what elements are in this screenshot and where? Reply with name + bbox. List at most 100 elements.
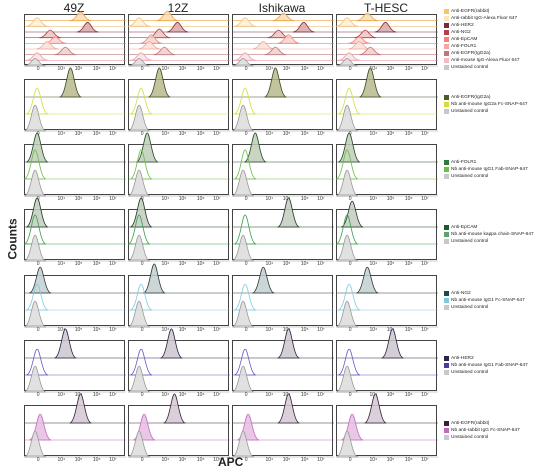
histogram-curve (156, 10, 179, 22)
x-tick-label: 10⁷ (213, 327, 221, 333)
histogram-plot (335, 328, 438, 393)
histogram-curve (23, 365, 47, 393)
x-tick-label: 10⁶ (404, 196, 413, 202)
x-tick-label: 10⁵ (386, 392, 395, 398)
legend-item: Anti-EGFR(IgG2a) (444, 94, 549, 101)
x-tick-label: 10⁴ (265, 196, 274, 202)
x-tick-labels: 0 10⁴ 10⁵ 10⁶ 10⁷ (128, 131, 229, 139)
legend-label: Nb anti-mouse IgG2a Fc-SNAP-647 (451, 102, 528, 107)
histogram-curve (128, 58, 151, 67)
legend-item: Unstained control (444, 238, 549, 245)
histogram-curve (39, 29, 62, 39)
x-tick-label: 10⁶ (300, 66, 309, 72)
histogram-curve (234, 17, 257, 27)
x-tick-label: 10⁵ (178, 261, 187, 267)
x-tick-label: 0 (36, 327, 40, 333)
x-tick-label: 10⁷ (317, 131, 325, 137)
histogram-curve (69, 393, 92, 424)
histogram-curve (54, 328, 77, 359)
histogram-plot (335, 132, 438, 197)
x-tick-label: 10⁷ (213, 66, 221, 72)
legend-item: Nb anti-mouse IgG1 Fab-SNAP-647 (444, 362, 549, 369)
x-tick-label: 10⁶ (404, 261, 413, 267)
histogram-curve (130, 52, 153, 61)
legend-item: Nb anti-mouse IgG1 Fab-SNAP-647 (444, 166, 549, 173)
x-tick-label: 10⁴ (57, 131, 66, 137)
x-tick-label: 10⁷ (317, 66, 325, 72)
x-tick-label: 0 (244, 261, 248, 267)
legend-item: Nb anti-mouse IgG2a Fc-SNAP-647 (444, 101, 549, 108)
histogram-curve (26, 52, 49, 61)
x-tick-label: 0 (140, 131, 144, 137)
histogram-curve (335, 365, 359, 393)
histogram-curve (23, 300, 47, 328)
x-tick-label: 0 (348, 196, 352, 202)
x-tick-label: 10⁴ (161, 66, 170, 72)
x-tick-label: 10⁶ (196, 66, 205, 72)
histogram-panel (127, 393, 230, 458)
x-tick-label: 10⁴ (57, 327, 66, 333)
x-tick-label: 0 (244, 327, 248, 333)
x-tick-label: 10⁴ (161, 327, 170, 333)
legend-label: Anti-HER2 (451, 23, 474, 28)
histogram-panel (335, 266, 438, 328)
histogram-curve (23, 234, 47, 262)
x-tick-label: 10⁶ (196, 131, 205, 137)
x-tick-labels: 0 10⁴ 10⁵ 10⁶ 10⁷ (24, 66, 125, 74)
x-tick-labels: 0 10⁴ 10⁵ 10⁶ 10⁷ (128, 66, 229, 74)
legend-label: Anti-rabbit IgG-Alexa Fluor 647 (451, 16, 518, 21)
histogram-plot (335, 393, 438, 458)
histogram-panel (127, 132, 230, 197)
histogram-curve (264, 67, 287, 98)
x-tick-label: 10⁶ (404, 392, 413, 398)
x-tick-label: 10⁵ (74, 131, 83, 137)
x-tick-labels: 0 10⁴ 10⁵ 10⁶ 10⁷ (24, 457, 125, 465)
x-tick-labels: 0 10⁴ 10⁵ 10⁶ 10⁷ (232, 392, 333, 400)
legend: Anti-FOLR1 Nb anti-mouse IgG1 Fab-SNAP-64… (444, 159, 549, 180)
legend-item: Nb anti-rabbit IgG Fc-SNAP-647 (444, 427, 549, 434)
x-tick-labels: 0 10⁴ 10⁵ 10⁶ 10⁷ (24, 327, 125, 335)
legend-swatch (444, 239, 449, 244)
histogram-panel (232, 12, 334, 67)
x-tick-labels: 0 10⁴ 10⁵ 10⁶ 10⁷ (232, 196, 333, 204)
legend-label: Unstained control (451, 109, 489, 114)
x-tick-label: 10⁴ (369, 327, 378, 333)
histogram-panel (23, 67, 126, 132)
legend-item: Unstained control (444, 304, 549, 311)
x-tick-label: 10⁴ (265, 457, 274, 463)
x-tick-label: 0 (36, 66, 40, 72)
x-tick-label: 10⁶ (196, 327, 205, 333)
x-tick-label: 10⁶ (92, 261, 101, 267)
x-tick-label: 10⁵ (282, 131, 291, 137)
x-tick-labels: 0 10⁴ 10⁵ 10⁶ 10⁷ (336, 196, 437, 204)
x-tick-label: 10⁵ (386, 196, 395, 202)
x-tick-label: 10⁵ (386, 327, 395, 333)
x-tick-label: 10⁷ (421, 261, 429, 267)
legend-item: Anti-NG2 (444, 290, 549, 297)
legend-item: Anti-EpCAM (444, 224, 549, 231)
histogram-curve (277, 328, 300, 359)
x-tick-label: 10⁴ (369, 392, 378, 398)
x-tick-labels: 0 10⁴ 10⁵ 10⁶ 10⁷ (232, 66, 333, 74)
histogram-curve (277, 197, 300, 228)
histogram-curve (129, 197, 153, 228)
histogram-plot (23, 67, 126, 132)
histogram-curve (359, 67, 382, 98)
histogram-panel (231, 67, 334, 132)
histogram-panel (23, 197, 126, 262)
x-tick-label: 10⁷ (213, 457, 221, 463)
histogram-curve (252, 266, 275, 294)
x-tick-label: 10⁴ (369, 261, 378, 267)
legend-item: Anti-EGFR(IgG2a) (444, 50, 549, 57)
x-axis-label: APC (218, 455, 244, 469)
x-tick-label: 10⁶ (404, 327, 413, 333)
legend-item: Nb anti-mouse kappa chain-SNAP-647 (444, 231, 549, 238)
x-tick-label: 10⁴ (57, 261, 66, 267)
histogram-plot (231, 197, 334, 262)
x-tick-label: 10⁶ (92, 196, 101, 202)
x-tick-label: 10⁴ (265, 392, 274, 398)
histogram-plot (231, 328, 334, 393)
legend-label: Unstained control (451, 65, 489, 70)
x-tick-label: 0 (36, 261, 40, 267)
x-tick-label: 0 (348, 327, 352, 333)
